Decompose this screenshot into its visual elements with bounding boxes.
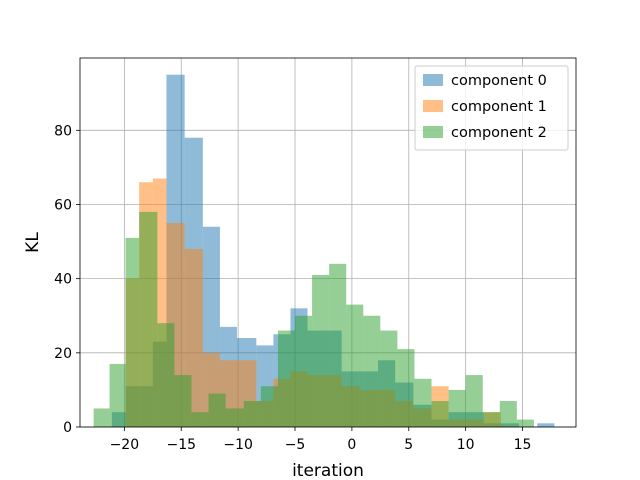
histogram-bar: [363, 315, 381, 427]
legend-label: component 0: [451, 73, 547, 89]
legend: component 0 component 1 component 2: [414, 65, 569, 151]
histogram-bar: [208, 393, 226, 427]
histogram-bar: [139, 211, 158, 427]
axes-frame: [79, 57, 577, 428]
histogram-bar: [380, 330, 398, 427]
histogram-bar: [448, 389, 466, 427]
histogram-bar: [125, 237, 140, 427]
histogram-bar: [277, 330, 296, 427]
histogram-bar: [516, 419, 534, 427]
histogram-bar: [414, 378, 432, 427]
histogram-bar: [465, 375, 483, 427]
histogram-bar: [225, 408, 244, 427]
histogram-bar: [260, 386, 278, 427]
histogram-bar: [537, 423, 555, 427]
series-2-bars: [93, 211, 534, 427]
y-tick-label: 80: [54, 123, 72, 139]
histogram-bars: [93, 74, 555, 427]
legend-swatch: [423, 126, 443, 138]
y-tick-label: 0: [63, 420, 72, 436]
histogram-bar: [191, 412, 209, 427]
legend-label: component 1: [451, 99, 547, 115]
histogram-bar: [346, 304, 364, 427]
x-tick-label: −10: [223, 437, 253, 453]
histogram-bar: [499, 401, 517, 427]
x-tick-label: 0: [347, 437, 356, 453]
x-tick-label: 15: [514, 437, 532, 453]
x-tick-label: 5: [404, 437, 413, 453]
x-tick-label: −5: [285, 437, 306, 453]
histogram-bar: [431, 401, 449, 427]
histogram-bar: [329, 263, 347, 427]
legend-swatch: [423, 74, 443, 86]
histogram-bar: [397, 349, 415, 427]
x-tick-label: 10: [457, 437, 475, 453]
y-tick-label: 20: [54, 346, 72, 362]
x-axis-label: iteration: [292, 461, 364, 480]
histogram-bar: [109, 363, 126, 427]
axis-ticks: −20 −15 −10 −5 0 5 10 15 0 20 40 60 80: [54, 123, 531, 453]
histogram-bar: [93, 408, 110, 427]
histogram-bar: [482, 412, 500, 427]
histogram-bar: [157, 323, 175, 427]
legend-box: [414, 65, 569, 151]
y-axis-label: KL: [23, 232, 43, 253]
y-tick-label: 60: [54, 197, 72, 213]
x-tick-label: −15: [166, 437, 196, 453]
legend-swatch: [423, 100, 443, 112]
legend-label: component 2: [451, 125, 547, 141]
histogram-bar: [295, 315, 313, 427]
histogram-bar: [312, 274, 330, 427]
histogram-bar: [174, 375, 192, 427]
y-tick-label: 40: [54, 272, 72, 288]
x-tick-label: −20: [110, 437, 140, 453]
histogram-bar: [243, 401, 261, 427]
